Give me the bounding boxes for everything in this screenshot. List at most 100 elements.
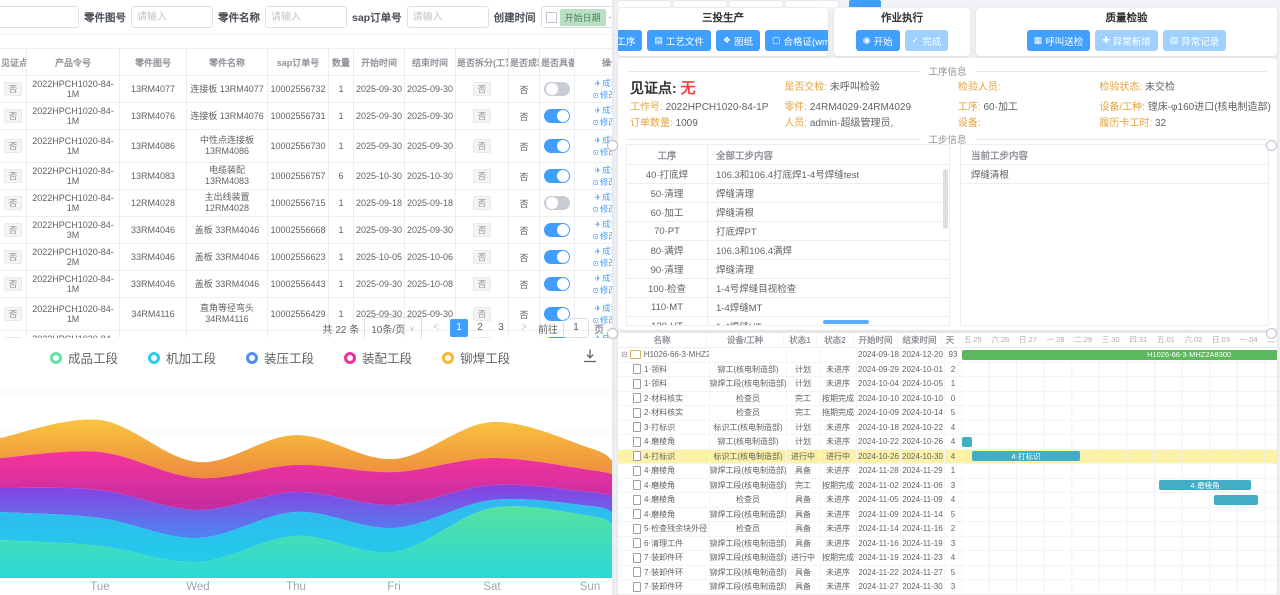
图纸-button[interactable]: ❖ 图纸 bbox=[715, 30, 761, 51]
gantt-row[interactable]: 6·清理工件 铆焊工段(核电制造部) 具备 未进序 2024-11-16 2024-11-… bbox=[618, 536, 1277, 551]
ready-toggle[interactable] bbox=[544, 82, 570, 96]
工序-button[interactable]: ≡工序 bbox=[618, 30, 643, 51]
ready-toggle[interactable] bbox=[544, 196, 570, 210]
gantt-row[interactable]: 5·检查残余块外径 检查员 具备 未进序 2024-11-14 2024-11-16 2 bbox=[618, 522, 1277, 537]
ready-toggle[interactable] bbox=[544, 307, 570, 321]
gantt-row[interactable]: 1·领料 铆焊工段(核电制造部) 计划 未进序 2024-10-04 2024-10-05… bbox=[618, 377, 1277, 392]
kit-completeness-link[interactable]: ✈成套性 bbox=[594, 246, 612, 256]
page-number-3[interactable]: 3 bbox=[498, 322, 504, 333]
kit-completeness-link[interactable]: ✈成套性 bbox=[594, 303, 612, 313]
kit-completeness-link[interactable]: ✈成套性 bbox=[594, 165, 612, 175]
modify-history-link[interactable]: ⊙修改记录 bbox=[592, 315, 612, 325]
step-row[interactable]: 90·清理 焊缝清理 bbox=[627, 260, 949, 279]
prev-page-button[interactable]: < bbox=[433, 322, 439, 333]
gantt-row[interactable]: 4·磨棱角 检查员 具备 未进序 2024-11-05 2024-11-09 4 bbox=[618, 493, 1277, 508]
step-row[interactable]: 40·打底焊 106.3和106.4打底焊1-4号焊缝test bbox=[627, 165, 949, 184]
开始-button[interactable]: ◉ 开始 bbox=[855, 30, 900, 51]
modify-history-link[interactable]: ⊙修改记录 bbox=[592, 90, 612, 100]
异常记录-button[interactable]: ▤ 异常记录 bbox=[1162, 30, 1227, 51]
step-row[interactable]: 60·加工 焊缝清根 bbox=[627, 203, 949, 222]
legend-item[interactable]: 成品工段 bbox=[50, 348, 118, 367]
step-row[interactable]: 70·PT 打底焊PT bbox=[627, 222, 949, 241]
step-row[interactable]: 110·MT 1-4焊缝MT bbox=[627, 298, 949, 317]
kit-completeness-link[interactable]: ✈成套性 bbox=[594, 78, 612, 88]
gantt-row[interactable]: 2·材料核实 检查员 完工 拖期完成 2024-10-09 2024-10-14 5 bbox=[618, 406, 1277, 421]
goto-page-input[interactable]: 1 bbox=[563, 318, 589, 338]
filter-input-cut[interactable] bbox=[0, 6, 79, 28]
kit-completeness-link[interactable]: ✈成套性 bbox=[594, 192, 612, 202]
page-size-select[interactable]: 10条/页 ∨ bbox=[364, 317, 422, 339]
gantt-row[interactable]: 7·装卸件环 铆焊工段(核电制造部) 进行中 按期完成 2024-11-19 2024-1… bbox=[618, 551, 1277, 566]
gantt-row[interactable]: 7·装卸件环 铆焊工段(核电制造部) 具备 未进序 2024-11-22 2024-11-… bbox=[618, 565, 1277, 580]
gantt-bar[interactable]: 4·打标识 bbox=[972, 451, 1080, 461]
kit-completeness-link[interactable]: ✈成套性 bbox=[594, 273, 612, 283]
kit-completeness-link[interactable]: ✈成套性 bbox=[594, 105, 612, 115]
tab-active[interactable] bbox=[849, 0, 881, 7]
modify-history-link[interactable]: ⊙修改记录 bbox=[592, 117, 612, 127]
collapse-icon[interactable]: ⊟ bbox=[621, 349, 628, 359]
gantt-row[interactable]: 3·打标识 标识工(核电制造部) 计划 未进序 2024-10-18 2024-10-22… bbox=[618, 420, 1277, 435]
tab[interactable] bbox=[673, 0, 727, 7]
gantt-row[interactable]: 4·磨棱角 铆工(核电制造部) 计划 未进序 2024-10-22 2024-10-26 4 bbox=[618, 435, 1277, 450]
kit-completeness-link[interactable]: ✈成套性 bbox=[594, 219, 612, 229]
完成-button[interactable]: ✓ 完成 bbox=[904, 30, 949, 51]
part-drawing-input[interactable] bbox=[131, 6, 213, 28]
gantt-bar[interactable] bbox=[962, 436, 972, 447]
ready-toggle[interactable] bbox=[544, 250, 570, 264]
呼叫送检-button[interactable]: ▦ 呼叫送检 bbox=[1026, 30, 1091, 51]
gantt-row[interactable]: 7·装卸件环 铆焊工段(核电制造部) 具备 未进序 2024-11-27 2024-11-… bbox=[618, 580, 1277, 595]
tab[interactable] bbox=[785, 0, 839, 7]
legend-item[interactable]: 装压工段 bbox=[246, 348, 314, 367]
download-icon[interactable] bbox=[582, 348, 598, 364]
ready-toggle[interactable] bbox=[544, 139, 570, 153]
current-step-value[interactable]: 焊缝清根 bbox=[961, 165, 1268, 184]
step-row[interactable]: 120·UT1-4焊缝UT bbox=[627, 317, 949, 325]
legend-item[interactable]: 机加工段 bbox=[148, 348, 216, 367]
step-row[interactable]: 80·满焊 106.3和106.4满焊 bbox=[627, 241, 949, 260]
status1-cell: 完工 bbox=[787, 406, 820, 420]
gantt-row[interactable]: 4·磨棱角 铆焊工段(核电制造部) 完工 按期完成 2024-11-02 2024-11-… bbox=[618, 478, 1277, 493]
modify-history-link[interactable]: ⊙修改记录 bbox=[592, 285, 612, 295]
ready-toggle[interactable] bbox=[544, 109, 570, 123]
modify-history-link[interactable]: ⊙修改记录 bbox=[592, 204, 612, 214]
tab[interactable] bbox=[729, 0, 783, 7]
part-name-input[interactable] bbox=[265, 6, 347, 28]
gantt-row[interactable]: ⊟ H1026-66-3·MHZ2A8300 2024-09-182024-12-2… bbox=[618, 348, 1277, 363]
modify-history-link[interactable]: ⊙修改记录 bbox=[592, 177, 612, 187]
modify-history-link[interactable]: ⊙修改记录 bbox=[592, 258, 612, 268]
step-row[interactable]: 100·检查 1-4号焊缝目视检查 bbox=[627, 279, 949, 298]
splitter-handle[interactable] bbox=[1266, 140, 1277, 151]
gantt-row[interactable]: 1·领料 铆工(核电制造部) 计划 未进序 2024-09-29 2024-10-01 2 bbox=[618, 362, 1277, 377]
gantt-bar[interactable]: H1026-66-3·MHZ2A8300 bbox=[962, 349, 1277, 360]
page-number-2[interactable]: 2 bbox=[477, 322, 483, 333]
工艺文件-button[interactable]: ▤ 工艺文件 bbox=[647, 30, 711, 51]
ready-toggle[interactable] bbox=[544, 223, 570, 237]
gantt-row[interactable]: 4·磨棱角 铆焊工段(核电制造部) 具备 未进序 2024-11-28 2024-11-2… bbox=[618, 464, 1277, 479]
gantt-bar[interactable]: 4·磨棱角 bbox=[1159, 480, 1251, 490]
splitter-handle[interactable] bbox=[1266, 328, 1277, 339]
gantt-row[interactable]: 4·磨棱角 铆焊工段(核电制造部) 具备 未进序 2024-11-09 2024-11-1… bbox=[618, 507, 1277, 522]
gantt-row[interactable]: 2·材料核实 检查员 完工 按期完成 2024-10-10 2024-10-10 0 bbox=[618, 391, 1277, 406]
gantt-row[interactable]: 4·打标识 标识工(核电制造部) 进行中 进行中 2024-10-26 2024-10-3… bbox=[618, 449, 1277, 464]
tab[interactable] bbox=[617, 0, 671, 7]
合格证(wms)-button[interactable]: ▢合格证(wms) bbox=[765, 30, 828, 51]
next-page-button[interactable]: > bbox=[521, 322, 527, 333]
sap-order-input[interactable] bbox=[406, 6, 489, 28]
异常新增-button[interactable]: ✚ 异常新增 bbox=[1095, 30, 1158, 51]
vertical-scrollbar[interactable] bbox=[943, 169, 948, 229]
gantt-bar[interactable] bbox=[1214, 494, 1258, 505]
ready-toggle[interactable] bbox=[544, 169, 570, 183]
splitter-handle[interactable] bbox=[607, 140, 618, 151]
legend-item[interactable]: 装配工段 bbox=[344, 348, 412, 367]
ready-toggle[interactable] bbox=[544, 277, 570, 291]
create-time-range-picker[interactable]: 开始日期 - 结束日期 bbox=[540, 6, 612, 28]
legend-item[interactable]: 铆焊工段 bbox=[442, 348, 510, 367]
page-number-1[interactable]: 1 bbox=[450, 319, 468, 337]
modify-history-link[interactable]: ⊙修改记录 bbox=[592, 147, 612, 157]
modify-history-link[interactable]: ⊙修改记录 bbox=[592, 231, 612, 241]
horizontal-scrollbar[interactable] bbox=[823, 320, 869, 324]
date-start-placeholder[interactable]: 开始日期 bbox=[559, 8, 606, 26]
splitter-handle[interactable] bbox=[607, 328, 618, 339]
step-row[interactable]: 50·清理 焊缝清理 bbox=[627, 184, 949, 203]
kit-completeness-link[interactable]: ✈成套性 bbox=[594, 135, 612, 145]
